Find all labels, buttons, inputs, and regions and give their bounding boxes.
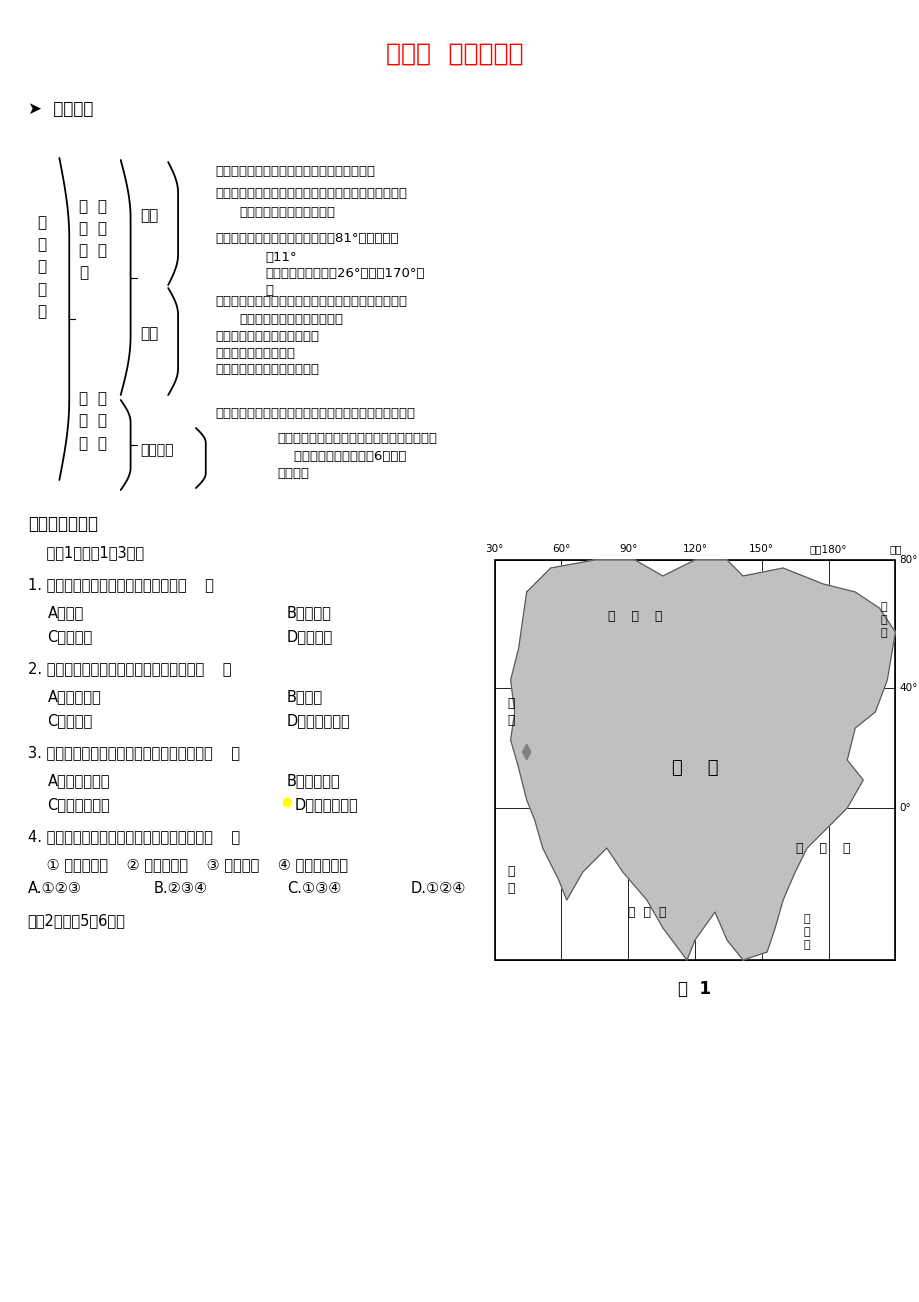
Text: A．苏伊士运河: A．苏伊士运河: [48, 773, 110, 788]
Text: 图  1: 图 1: [677, 980, 710, 999]
Text: B.②③④: B.②③④: [153, 881, 207, 896]
Text: 读图2，完成5～6题。: 读图2，完成5～6题。: [28, 913, 125, 928]
Text: 大
洋
洲: 大 洋 洲: [803, 914, 810, 950]
Text: ① 跨纬度最广    ② 跨经度最广    ③ 面积最大    ④ 东西距离最长: ① 跨纬度最广 ② 跨经度最广 ③ 面积最大 ④ 东西距离最长: [28, 857, 347, 872]
Polygon shape: [510, 560, 894, 960]
Text: 4. 下列能正确描述亚洲是世界第一大洲的是（    ）: 4. 下列能正确描述亚洲是世界第一大洲的是（ ）: [28, 829, 240, 844]
Text: 海陆位置：占据亚欧大陆的大部，北、东、南三面环绕: 海陆位置：占据亚欧大陆的大部，北、东、南三面环绕: [215, 187, 407, 201]
Text: B．赤道: B．赤道: [287, 689, 323, 704]
Text: 西南以苏伊士运河与非洲为界: 西南以苏伊士运河与非洲为界: [215, 329, 319, 342]
Text: 黑海和土耳其海峡与欧洲为界: 黑海和土耳其海峡与欧洲为界: [239, 312, 343, 326]
Text: 位
置
和
范
围: 位 置 和 范 围: [37, 215, 46, 319]
Text: A．北回归线: A．北回归线: [48, 689, 101, 704]
Text: 着北冰洋、太平洋和印度洋: 着北冰洋、太平洋和印度洋: [239, 206, 335, 219]
Text: D．南温带: D．南温带: [287, 629, 333, 644]
Text: 世  界
第  一
大  洲: 世 界 第 一 大 洲: [79, 392, 107, 450]
Text: 位置: 位置: [141, 208, 159, 223]
Text: 太    平    洋: 太 平 洋: [795, 841, 849, 854]
Text: 东南隔海与大洋洲相望: 东南隔海与大洋洲相望: [215, 348, 295, 359]
Text: 雄  踞
东  方
的  大
洲: 雄 踞 东 方 的 大 洲: [79, 199, 107, 280]
Text: 非
洲: 非 洲: [506, 865, 514, 894]
Text: 30°: 30°: [485, 544, 504, 553]
Text: C．北极圈: C．北极圈: [48, 713, 93, 728]
Text: 间: 间: [265, 284, 273, 297]
Text: 西北以乌拉尔山脉、乌拉尔河、里海、大高加索山脉、: 西北以乌拉尔山脉、乌拉尔河、里海、大高加索山脉、: [215, 296, 407, 309]
Text: 第一节  位置和范围: 第一节 位置和范围: [386, 42, 523, 66]
Text: 半球位置：绝大部分地区位于北半球和东半球: 半球位置：绝大部分地区位于北半球和东半球: [215, 165, 375, 178]
Text: 亚    洲: 亚 洲: [671, 759, 718, 777]
Text: 是世界上面积最大、跨纬度最广、东西距离最长的大洲。: 是世界上面积最大、跨纬度最广、东西距离最长的大洲。: [215, 408, 415, 421]
Text: ➤  知识网络: ➤ 知识网络: [28, 100, 93, 118]
Text: 一、单项选择题: 一、单项选择题: [28, 516, 97, 533]
Text: 亚、西亚、中亚和北亚6个地区: 亚、西亚、中亚和北亚6个地区: [277, 450, 406, 464]
Text: A．热带: A．热带: [48, 605, 84, 620]
Text: 亚洲分区: 亚洲分区: [141, 443, 174, 457]
Text: 地区差异: 地区差异: [277, 467, 309, 480]
Polygon shape: [522, 743, 530, 760]
Text: B．北寒带: B．北寒带: [287, 605, 332, 620]
Text: 印  度  洋: 印 度 洋: [627, 905, 665, 918]
Text: 经纬度位置：纬度：北部约达北纬81°，南部达南: 经纬度位置：纬度：北部约达北纬81°，南部达南: [215, 232, 399, 245]
Text: 60°: 60°: [551, 544, 570, 553]
Bar: [494, 560, 894, 960]
Text: C.①③④: C.①③④: [287, 881, 341, 896]
Text: 读图1，完成1～3题。: 读图1，完成1～3题。: [28, 546, 143, 560]
Text: D.①②④: D.①②④: [410, 881, 465, 896]
Text: D．土耳其海峡: D．土耳其海峡: [294, 797, 358, 812]
Text: 东经180°: 东经180°: [809, 544, 846, 553]
Text: 150°: 150°: [748, 544, 774, 553]
Text: 北    冰    洋: 北 冰 洋: [607, 609, 662, 622]
Text: 90°: 90°: [618, 544, 637, 553]
Text: 北
美
洲: 北 美 洲: [879, 602, 887, 638]
Text: 欧
洲: 欧 洲: [506, 697, 514, 727]
Text: A.①②③: A.①②③: [28, 881, 82, 896]
Text: 40°: 40°: [898, 684, 916, 693]
Text: 纬11°: 纬11°: [265, 251, 297, 264]
Text: C．巴拿马运河: C．巴拿马运河: [48, 797, 110, 812]
Text: 东北以白令海峡与北美洲为界: 东北以白令海峡与北美洲为界: [215, 363, 319, 376]
Text: 120°: 120°: [682, 544, 707, 553]
Text: D．本初子午线: D．本初子午线: [287, 713, 350, 728]
Text: 西经: 西经: [888, 544, 901, 553]
Text: 3. 下列地方，位于亚洲、欧洲分界线上的是（    ）: 3. 下列地方，位于亚洲、欧洲分界线上的是（ ）: [28, 745, 240, 760]
Text: C．北温带: C．北温带: [48, 629, 93, 644]
Text: 范围: 范围: [141, 326, 159, 341]
Text: 80°: 80°: [898, 555, 916, 565]
Text: 分区：按照地理方位，分为东亚、东南亚、南: 分区：按照地理方位，分为东亚、东南亚、南: [277, 432, 437, 445]
Text: 经度：位置约在东经26°至西经170°之: 经度：位置约在东经26°至西经170°之: [265, 267, 425, 280]
Text: 1. 地球五带中亚洲所跨面积最大的是（    ）: 1. 地球五带中亚洲所跨面积最大的是（ ）: [28, 577, 213, 592]
Text: 0°: 0°: [898, 803, 910, 812]
Text: 2. 下列重要经、纬线中，不穿过亚洲的是（    ）: 2. 下列重要经、纬线中，不穿过亚洲的是（ ）: [28, 661, 231, 676]
Text: B．白令海峡: B．白令海峡: [287, 773, 340, 788]
